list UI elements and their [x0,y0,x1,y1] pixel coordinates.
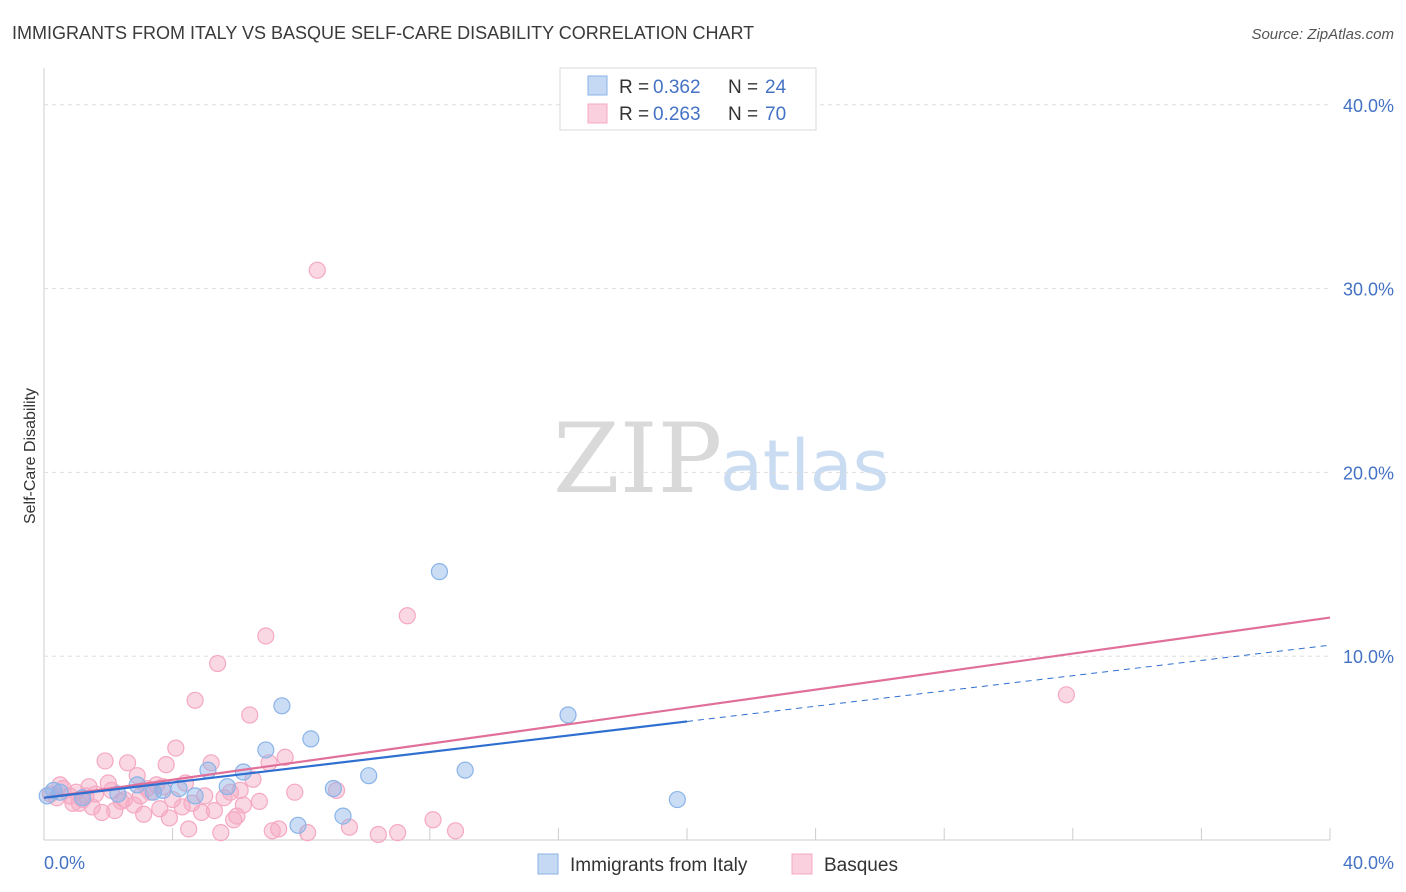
data-point-basques [308,261,326,279]
data-point-basques [212,824,230,842]
data-point-basques [228,807,246,825]
data-point-italy [273,697,291,715]
data-point-basques [180,820,198,838]
data-point-italy [170,779,188,798]
data-point-italy [302,730,320,748]
stats-legend: R = 0.362 N = 24 R = 0.263 N = 70 [559,67,817,131]
legend-swatch-basques [587,103,608,124]
data-point-basques [118,754,137,772]
legend-n-label-italy: N = [728,77,758,98]
data-point-basques [93,803,111,822]
chart-source: Source: ZipAtlas.com [1251,26,1394,43]
data-point-basques [160,809,178,827]
bottom-legend-label-basques: Basques [824,855,898,876]
watermark-zip: ZIP [553,403,722,515]
legend-n-italy: 24 [765,77,787,98]
bottom-legend-label-italy: Immigrants from Italy [570,855,748,876]
trend-line-basques [43,616,1331,799]
data-point-italy [257,741,275,759]
data-point-italy [430,563,449,581]
data-point-basques [276,748,294,766]
data-point-basques [424,811,442,829]
data-point-basques [250,792,269,811]
data-point-basques [263,822,281,840]
data-point-basques [369,825,387,844]
series-legend: Immigrants from Italy Basques [537,853,898,876]
y-tick-labels: 10.0% 20.0% 30.0% 40.0% [1343,96,1394,667]
y-tick-label: 30.0% [1343,280,1394,300]
data-point-basques [270,820,288,838]
data-point-basques [398,607,416,625]
gridlines [44,104,1330,657]
series-italy-points [38,563,686,834]
trend-lines [43,616,1331,799]
data-point-basques [186,691,204,709]
legend-r-label-italy: R = [619,77,649,98]
data-point-italy [559,706,577,724]
data-point-basques [135,805,153,823]
chart-title: IMMIGRANTS FROM ITALY VS BASQUE SELF-CAR… [12,23,754,43]
data-point-basques [1057,686,1075,704]
data-point-italy [289,816,307,834]
legend-r-label-basques: R = [619,104,649,125]
data-point-basques [205,801,223,820]
data-point-basques [446,822,465,840]
data-point-italy [456,761,474,779]
data-point-basques [173,798,191,816]
bottom-legend-swatch-italy [537,853,559,875]
data-point-basques [106,801,124,820]
data-point-basques [157,756,175,774]
data-point-italy [186,787,204,805]
data-point-italy [234,763,252,781]
data-point-basques [192,803,211,822]
legend-n-basques: 70 [765,104,786,125]
data-point-italy [360,767,378,785]
data-point-basques [96,752,114,770]
data-point-basques [286,783,304,801]
y-tick-label: 40.0% [1343,96,1394,116]
y-tick-label: 20.0% [1343,463,1394,483]
x-tick-label-max: 40.0% [1343,853,1394,873]
x-tick-label-min: 0.0% [44,853,85,873]
data-point-basques [167,739,185,757]
series-basques-points [41,261,1075,844]
y-axis-label: Self-Care Disability [22,388,39,524]
data-point-italy [324,779,342,798]
legend-n-label-basques: N = [728,104,758,125]
legend-r-basques: 0.263 [653,104,701,125]
y-tick-label: 10.0% [1343,647,1394,667]
data-point-basques [389,824,407,842]
data-point-italy [45,781,63,799]
data-point-basques [196,787,214,805]
data-point-basques [257,627,275,645]
data-point-basques [209,654,227,673]
data-point-italy [218,778,236,796]
x-axis-ticks [43,828,1331,840]
data-point-basques [241,706,259,724]
legend-swatch-italy [587,75,608,96]
data-point-italy [334,807,352,825]
bottom-legend-swatch-basques [791,853,813,875]
watermark-atlas: atlas [720,425,889,507]
trend-line-italy-dashed [686,644,1331,722]
legend-r-italy: 0.362 [653,77,701,98]
data-point-italy [668,790,686,809]
trend-line-italy-solid [43,720,688,799]
